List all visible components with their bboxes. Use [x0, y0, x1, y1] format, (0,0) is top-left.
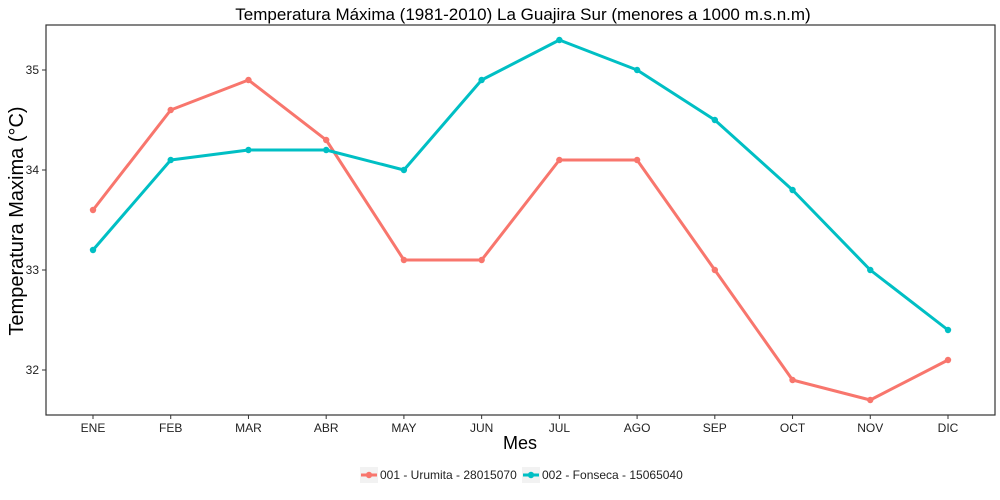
x-tick-label: MAR — [235, 421, 262, 435]
x-tick-label: AGO — [624, 421, 651, 435]
y-tick-label: 33 — [26, 263, 40, 277]
data-point-2 — [556, 36, 563, 44]
data-point-1 — [633, 156, 641, 164]
data-point-1 — [245, 76, 252, 84]
y-tick-label: 35 — [26, 63, 40, 77]
data-point-1 — [556, 156, 563, 164]
data-point-2 — [867, 266, 874, 274]
data-point-1 — [711, 266, 719, 274]
data-point-1 — [167, 106, 174, 114]
data-point-2 — [789, 186, 796, 194]
data-point-2 — [711, 116, 719, 124]
x-tick-label: JUL — [549, 421, 571, 435]
data-point-2 — [944, 326, 952, 334]
x-tick-label: MAY — [391, 421, 416, 435]
data-point-1 — [322, 136, 330, 144]
legend-label-1: 001 - Urumita - 28015070 — [380, 468, 517, 482]
legend-label-2: 002 - Fonseca - 15065040 — [542, 468, 683, 482]
x-tick-label: ENE — [81, 421, 106, 435]
x-tick-label: DIC — [938, 421, 959, 435]
x-axis: ENE FEB MAR ABR MAY JUN JUL AGO SEP OCT NOV DIC — [81, 415, 959, 435]
data-point-1 — [89, 206, 97, 214]
x-tick-label: FEB — [159, 421, 182, 435]
data-point-2 — [322, 146, 330, 154]
data-point-1 — [400, 256, 408, 264]
y-tick-label: 34 — [26, 163, 40, 177]
x-tick-label: JUN — [470, 421, 493, 435]
x-tick-label: ABR — [314, 421, 339, 435]
series-layer — [89, 36, 952, 404]
data-point-2 — [478, 76, 485, 84]
x-tick-label: SEP — [703, 421, 727, 435]
data-point-2 — [89, 246, 97, 254]
y-axis-title: Temperatura Maxima (°C) — [6, 106, 28, 335]
series-line-1 — [91, 78, 950, 402]
x-axis-title: Mes — [503, 433, 537, 453]
plot-panel — [45, 24, 996, 416]
legend: 001 - Urumita - 28015070 002 - Fonseca - … — [360, 467, 683, 483]
x-tick-label: NOV — [857, 421, 883, 435]
x-tick-label: OCT — [780, 421, 806, 435]
legend-key-point-1 — [365, 471, 373, 479]
chart-title: Temperatura Máxima (1981-2010) La Guajir… — [235, 5, 810, 24]
legend-key-point-2 — [527, 471, 535, 479]
y-tick-label: 32 — [26, 363, 40, 377]
y-axis: 32 33 34 35 — [26, 63, 46, 377]
data-point-2 — [400, 166, 408, 174]
data-point-1 — [789, 376, 796, 384]
data-point-2 — [633, 66, 641, 74]
data-point-2 — [167, 156, 174, 164]
data-point-1 — [867, 396, 874, 404]
data-point-2 — [245, 146, 252, 154]
data-point-1 — [478, 256, 485, 264]
series-line-2 — [91, 38, 950, 332]
data-point-1 — [944, 356, 952, 364]
